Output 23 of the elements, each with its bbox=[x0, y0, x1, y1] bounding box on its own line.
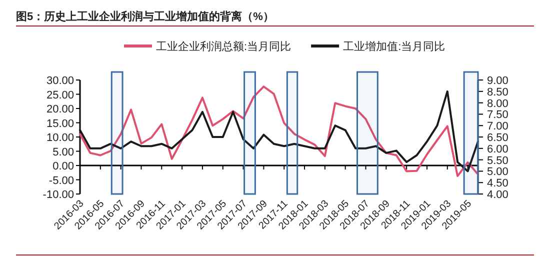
y2-tick-label: 6.00 bbox=[487, 143, 508, 156]
y-tick-label: 15.00 bbox=[46, 118, 74, 130]
y-tick-label: -10.00 bbox=[42, 189, 74, 201]
y-tick-label: 5.00 bbox=[52, 146, 74, 158]
y2-tick-label: 6.50 bbox=[487, 132, 508, 144]
chart-title: 图5：历史上工业企业利润与工业增加值的背离（%） bbox=[16, 10, 274, 23]
y2-tick-label: 4.50 bbox=[487, 178, 508, 190]
y2-tick-label: 5.00 bbox=[487, 166, 508, 178]
y-tick-label: 20.00 bbox=[46, 104, 74, 116]
y-tick-label: 30.00 bbox=[46, 75, 74, 87]
y-tick-label: 10.00 bbox=[46, 132, 74, 144]
legend-label: 工业企业利润总额:当月同比 bbox=[156, 40, 292, 53]
y-tick-label: 25.00 bbox=[46, 89, 74, 102]
y2-tick-label: 7.50 bbox=[487, 109, 508, 122]
y2-tick-label: 9.00 bbox=[487, 75, 508, 87]
y2-tick-label: 4.00 bbox=[487, 189, 508, 201]
y-tick-label: 0.00 bbox=[52, 160, 74, 172]
y2-tick-label: 8.50 bbox=[487, 86, 508, 98]
y-tick-label: -5.00 bbox=[48, 174, 74, 187]
legend-label: 工业增加值:当月同比 bbox=[343, 40, 446, 53]
y2-tick-label: 5.50 bbox=[487, 154, 508, 167]
y2-tick-label: 8.00 bbox=[487, 98, 508, 110]
y2-tick-label: 7.00 bbox=[487, 120, 508, 133]
